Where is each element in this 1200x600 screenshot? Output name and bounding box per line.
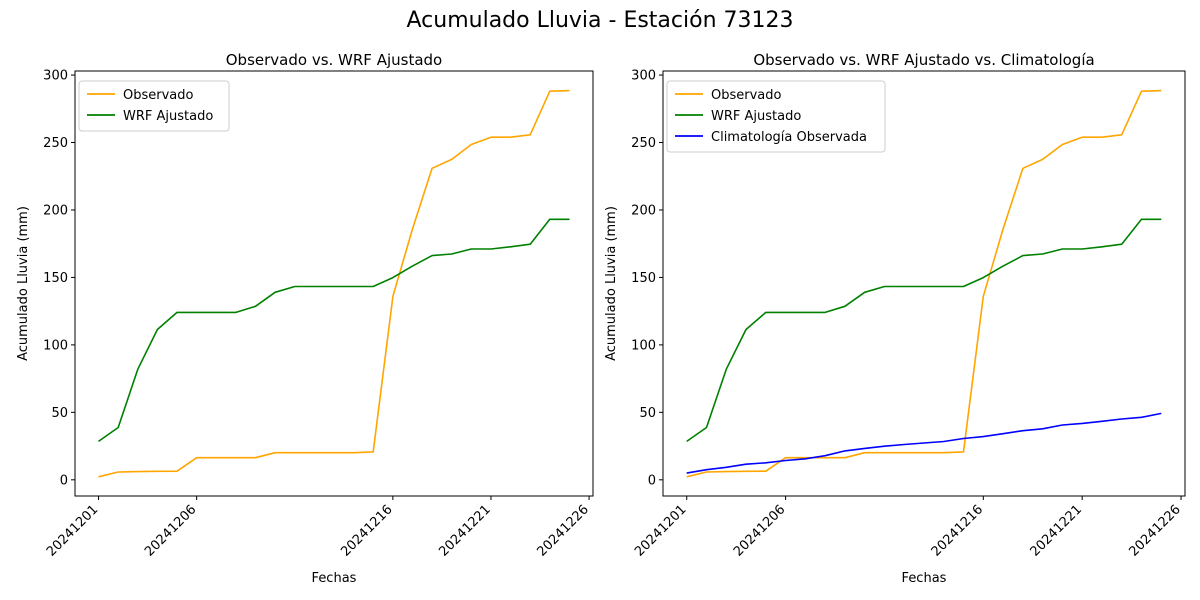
x-tick-label: 20241221 [436, 502, 493, 559]
y-tick-label: 250 [43, 136, 68, 151]
x-tick-label: 20241201 [44, 502, 101, 559]
y-tick-label: 150 [43, 271, 68, 286]
y-tick-label: 100 [43, 338, 68, 353]
legend-label: Climatología Observada [711, 130, 867, 145]
x-tick-label: 20241206 [731, 502, 788, 559]
y-axis-label: Acumulado Lluvia (mm) [16, 206, 31, 361]
legend-box [666, 80, 886, 153]
y-tick-label: 100 [631, 338, 656, 353]
y-tick-label: 250 [631, 136, 656, 151]
y-tick-label: 300 [631, 69, 656, 84]
chart-title: Observado vs. WRF Ajustado vs. Climatolo… [753, 51, 1094, 69]
figure-title: Acumulado Lluvia - Estación 73123 [406, 8, 794, 33]
x-axis-label: Fechas [312, 571, 357, 586]
y-tick-label: 0 [648, 473, 656, 488]
series-line-observado [686, 89, 1162, 478]
x-tick-label: 20241216 [338, 502, 395, 559]
x-tick-label: 20241226 [1126, 502, 1183, 559]
series-line-wrf-ajustado [98, 218, 570, 443]
y-tick-label: 50 [51, 406, 68, 421]
y-tick-label: 0 [60, 473, 68, 488]
x-tick-label: 20241216 [929, 502, 986, 559]
legend-label: Observado [711, 88, 782, 103]
series-line-observado [98, 89, 570, 478]
y-tick-label: 200 [631, 203, 656, 218]
chart-title: Observado vs. WRF Ajustado [226, 51, 442, 69]
y-tick-label: 150 [631, 271, 656, 286]
legend-label: WRF Ajustado [711, 109, 801, 124]
axes-frame [74, 70, 594, 497]
y-axis-label: Acumulado Lluvia (mm) [604, 206, 619, 361]
y-tick-label: 50 [639, 406, 656, 421]
y-tick-label: 200 [43, 203, 68, 218]
x-tick-label: 20241201 [632, 502, 689, 559]
y-tick-label: 300 [43, 69, 68, 84]
series-line-wrf-ajustado [686, 218, 1162, 443]
series-line-climatología-observada [686, 412, 1162, 474]
x-tick-label: 20241226 [535, 502, 592, 559]
axes-frame [662, 70, 1186, 497]
x-tick-label: 20241221 [1028, 502, 1085, 559]
x-tick-label: 20241206 [142, 502, 199, 559]
x-axis-label: Fechas [902, 571, 947, 586]
legend-label: WRF Ajustado [123, 109, 213, 124]
legend-box [78, 80, 230, 132]
legend-label: Observado [123, 88, 194, 103]
